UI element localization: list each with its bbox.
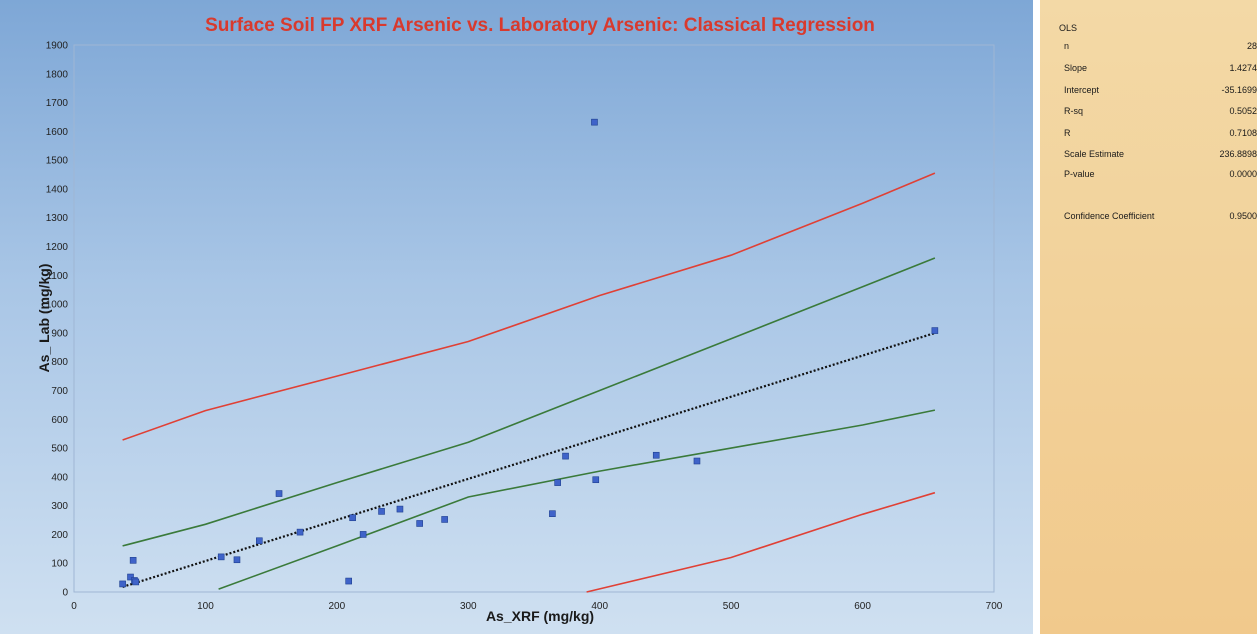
y-tick-label: 1400 xyxy=(46,184,69,195)
stat-label-r: R xyxy=(1064,128,1071,138)
regression-line xyxy=(122,331,936,588)
y-tick-label: 200 xyxy=(51,530,68,541)
y-tick-label: 300 xyxy=(51,501,68,512)
y-tick-label: 1000 xyxy=(46,300,69,311)
data-point xyxy=(693,457,701,465)
confidence-lower-line xyxy=(218,409,936,590)
stat-label-intercept: Intercept xyxy=(1064,85,1100,95)
y-tick-label: 0 xyxy=(62,588,68,599)
stats-header: OLS xyxy=(1059,23,1077,33)
x-tick-label: 600 xyxy=(854,601,871,612)
data-point xyxy=(217,553,225,561)
data-points xyxy=(119,118,939,588)
y-tick-label: 500 xyxy=(51,444,68,455)
data-point xyxy=(396,505,404,513)
stat-label-scale-estimate: Scale Estimate xyxy=(1064,149,1124,159)
x-tick-label: 100 xyxy=(197,601,214,612)
scatter-chart: Surface Soil FP XRF Arsenic vs. Laborato… xyxy=(36,15,1003,624)
x-tick-label: 500 xyxy=(723,601,740,612)
stat-value-intercept: -35.1699 xyxy=(1221,85,1257,95)
y-tick-label: 800 xyxy=(51,357,68,368)
data-point xyxy=(931,327,939,334)
y-axis-label: As_ Lab (mg/kg) xyxy=(36,264,52,373)
y-tick-label: 700 xyxy=(51,386,68,397)
confidence-upper-line xyxy=(122,257,936,547)
data-point xyxy=(592,476,600,484)
data-point xyxy=(441,516,448,523)
data-point xyxy=(549,510,556,517)
y-tick-label: 1500 xyxy=(46,156,69,167)
y-tick-label: 1100 xyxy=(46,271,68,282)
data-point xyxy=(127,573,134,581)
y-tick-label: 100 xyxy=(51,559,68,570)
data-point xyxy=(378,508,385,515)
y-tick-label: 1800 xyxy=(46,69,69,80)
stat-label-rsq: R-sq xyxy=(1064,106,1083,116)
data-point xyxy=(345,577,352,585)
x-tick-labels: 0 100 200 300 400 500 600 700 xyxy=(71,601,1003,612)
prediction-upper-line xyxy=(122,172,936,441)
stat-value-confidence-coefficient: 0.9500 xyxy=(1229,211,1257,221)
data-point xyxy=(256,537,263,545)
x-tick-label: 200 xyxy=(329,601,346,612)
data-point xyxy=(275,490,283,497)
stat-value-n: 28 xyxy=(1247,41,1257,51)
data-point xyxy=(349,514,356,522)
data-point xyxy=(296,528,304,536)
stat-value-slope: 1.4274 xyxy=(1229,63,1257,73)
x-tick-label: 400 xyxy=(591,601,608,612)
data-point xyxy=(554,479,561,486)
data-point xyxy=(562,452,569,460)
data-point xyxy=(416,520,423,527)
stat-label-p-value: P-value xyxy=(1064,169,1095,179)
stat-value-scale-estimate: 236.8898 xyxy=(1219,149,1257,159)
x-axis-label: As_XRF (mg/kg) xyxy=(486,608,594,624)
data-point xyxy=(119,580,126,588)
stats-panel: OLS n 28 Slope 1.4274 Intercept -35.1699… xyxy=(1040,0,1257,634)
stat-label-n: n xyxy=(1064,41,1069,51)
y-tick-label: 1300 xyxy=(46,213,69,224)
stat-label-slope: Slope xyxy=(1064,63,1087,73)
stat-value-rsq: 0.5052 xyxy=(1229,106,1257,116)
stat-label-confidence-coefficient: Confidence Coefficient xyxy=(1064,211,1155,221)
data-point xyxy=(591,118,598,126)
y-tick-label: 1200 xyxy=(46,242,69,253)
chart-panel: Surface Soil FP XRF Arsenic vs. Laborato… xyxy=(0,0,1033,634)
y-tick-label: 400 xyxy=(51,472,68,483)
y-tick-label: 1600 xyxy=(46,127,69,138)
data-point xyxy=(132,578,140,586)
y-tick-labels: 0 100 200 300 400 500 600 700 800 900 1000 1100 1200… xyxy=(46,41,69,599)
chart-title: Surface Soil FP XRF Arsenic vs. Laborato… xyxy=(205,15,875,36)
x-tick-label: 700 xyxy=(986,601,1003,612)
data-point xyxy=(129,557,137,564)
stats-table: OLS n 28 Slope 1.4274 Intercept -35.1699… xyxy=(1059,23,1257,221)
prediction-lower-line xyxy=(586,491,936,593)
regression-lines xyxy=(122,172,936,593)
stat-value-r: 0.7108 xyxy=(1229,128,1257,138)
stat-value-p-value: 0.0000 xyxy=(1229,169,1257,179)
y-tick-label: 1700 xyxy=(46,98,69,109)
y-tick-label: 1900 xyxy=(46,41,69,52)
data-point xyxy=(359,531,367,538)
x-tick-label: 300 xyxy=(460,601,477,612)
y-tick-label: 600 xyxy=(51,415,68,426)
x-tick-label: 0 xyxy=(71,601,77,612)
data-point xyxy=(652,451,660,459)
data-point xyxy=(233,556,241,564)
plot-area xyxy=(73,44,995,593)
y-tick-label: 900 xyxy=(51,328,68,339)
